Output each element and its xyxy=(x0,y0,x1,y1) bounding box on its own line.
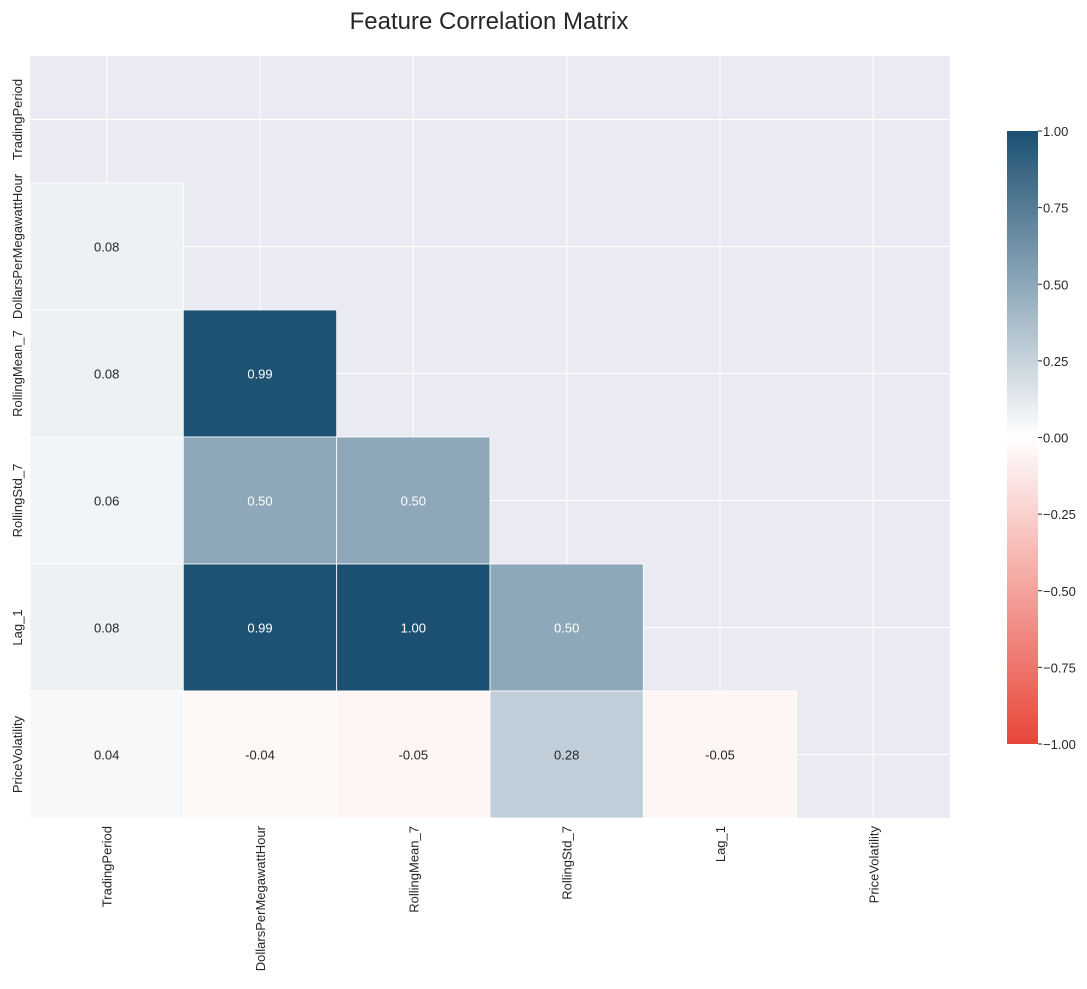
heatmap-cell xyxy=(182,436,338,565)
colorbar-tick-label: −1.00 xyxy=(1043,737,1076,752)
heatmap-cell xyxy=(642,690,798,819)
colorbar-tick-label: −0.25 xyxy=(1043,507,1076,522)
y-tick-label: PriceVolatility xyxy=(10,715,25,793)
heatmap-cell xyxy=(29,563,184,692)
heatmap-cell xyxy=(29,182,184,311)
cell-value-label: 0.50 xyxy=(247,494,272,509)
cell-value-label: -0.05 xyxy=(399,748,429,763)
y-tick-label: Lag_1 xyxy=(10,609,25,645)
heatmap-cell xyxy=(489,563,644,692)
cell-value-label: 0.04 xyxy=(94,748,119,763)
colorbar-tick-label: 0.25 xyxy=(1043,354,1068,369)
heatmap-cell xyxy=(182,690,338,819)
colorbar xyxy=(1007,131,1038,744)
cell-value-label: 0.28 xyxy=(554,748,579,763)
cell-value-label: 1.00 xyxy=(401,621,426,636)
x-tick-label: PriceVolatility xyxy=(866,826,881,904)
cell-value-labels: 0.08 0.08 0.99 0.06 0.50 0.50 0.08 0.99 1.00 0.50… xyxy=(94,240,735,763)
colorbar-tick-label: 0.50 xyxy=(1043,277,1068,292)
heatmap-cell xyxy=(336,690,491,819)
heatmap-cell xyxy=(182,563,338,692)
cell-value-label: 0.50 xyxy=(401,494,426,509)
cell-value-label: 0.99 xyxy=(247,367,272,382)
y-tick-label: RollingMean_7 xyxy=(10,330,25,417)
colorbar-tick-label: 0.00 xyxy=(1043,431,1068,446)
cell-value-label: -0.04 xyxy=(245,748,275,763)
x-tick-label: Lag_1 xyxy=(713,826,728,862)
cell-value-label: 0.08 xyxy=(94,621,119,636)
x-tick-label: RollingStd_7 xyxy=(560,826,575,900)
heatmap-cell xyxy=(29,690,184,819)
colorbar-tick-label: 1.00 xyxy=(1043,124,1068,139)
heatmap-cell xyxy=(336,436,491,565)
heatmap-cell xyxy=(336,563,491,692)
x-tick-label: DollarsPerMegawattHour xyxy=(253,825,268,971)
x-axis-tick-labels: TradingPeriod DollarsPerMegawattHour Rolli… xyxy=(100,825,882,971)
heatmap-cell xyxy=(182,309,338,438)
colorbar-tick-label: −0.50 xyxy=(1043,584,1076,599)
heatmap-cell xyxy=(29,436,184,565)
heatmap-cells xyxy=(29,182,798,819)
x-tick-label: RollingMean_7 xyxy=(406,826,421,913)
cell-value-label: -0.05 xyxy=(705,748,735,763)
chart-title: Feature Correlation Matrix xyxy=(350,8,629,35)
y-axis-tick-labels: TradingPeriod DollarsPerMegawattHour Rolli… xyxy=(10,79,25,793)
y-tick-label: TradingPeriod xyxy=(10,79,25,160)
cell-value-label: 0.08 xyxy=(94,240,119,255)
cell-value-label: 0.08 xyxy=(94,367,119,382)
colorbar-tick-labels: 1.00 0.75 0.50 0.25 0.00 −0.25 −0.50 −0.75 −1.00 xyxy=(1038,124,1076,752)
cell-value-label: 0.99 xyxy=(247,621,272,636)
y-tick-label: DollarsPerMegawattHour xyxy=(10,173,25,319)
cell-value-label: 0.50 xyxy=(554,621,579,636)
colorbar-tick-label: −0.75 xyxy=(1043,660,1076,675)
y-tick-label: RollingStd_7 xyxy=(10,464,25,538)
colorbar-tick-label: 0.75 xyxy=(1043,201,1068,216)
heatmap-cell xyxy=(489,690,644,819)
cell-value-label: 0.06 xyxy=(94,494,119,509)
x-tick-label: TradingPeriod xyxy=(100,826,115,907)
